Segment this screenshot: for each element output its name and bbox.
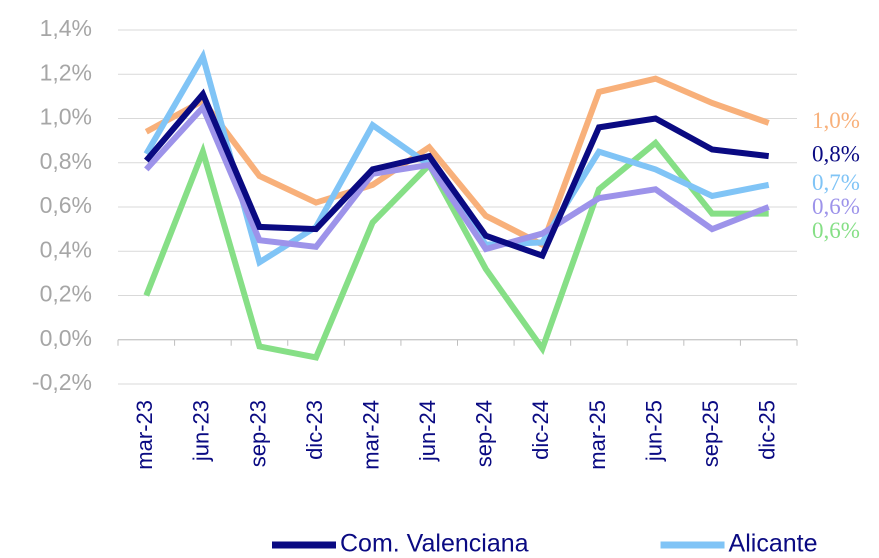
y-tick-label: 0,2% — [40, 281, 92, 307]
y-tick-label: 1,0% — [40, 104, 92, 130]
series-line — [144, 101, 770, 253]
x-tick-label: dic-24 — [528, 400, 553, 460]
x-tick-label: dic-25 — [755, 400, 780, 460]
series-line — [144, 75, 770, 249]
y-tick-label: 0,8% — [40, 148, 92, 174]
series-line — [144, 88, 770, 260]
x-tick-label: sep-23 — [245, 400, 270, 467]
value-label: 0,6% — [812, 218, 860, 243]
x-tick-label: mar-25 — [585, 400, 610, 470]
value-label: 0,7% — [812, 170, 860, 195]
x-tick-label: sep-24 — [472, 400, 497, 467]
series-line — [143, 138, 769, 361]
x-tick-label: mar-24 — [358, 400, 383, 470]
x-tick-label: dic-23 — [302, 400, 327, 460]
x-tick-label: jun-25 — [641, 400, 666, 462]
value-label: 1,0% — [812, 108, 860, 133]
legend-label: Alicante — [729, 530, 818, 558]
y-tick-label: 0,6% — [40, 192, 92, 218]
x-tick-label: jun-23 — [189, 400, 214, 462]
y-tick-label: 0,4% — [40, 236, 92, 262]
value-label: 0,8% — [812, 141, 860, 166]
x-tick-label: sep-25 — [698, 400, 723, 467]
legend-label: Com. Valenciana — [340, 530, 529, 558]
value-label: 0,6% — [812, 194, 860, 219]
y-tick-label: 0,0% — [40, 325, 92, 351]
x-tick-label: jun-24 — [415, 400, 440, 462]
y-tick-label: -0,2% — [32, 369, 92, 395]
x-tick-label: mar-23 — [132, 400, 157, 470]
y-tick-label: 1,2% — [40, 59, 92, 85]
y-tick-label: 1,4% — [40, 15, 92, 41]
